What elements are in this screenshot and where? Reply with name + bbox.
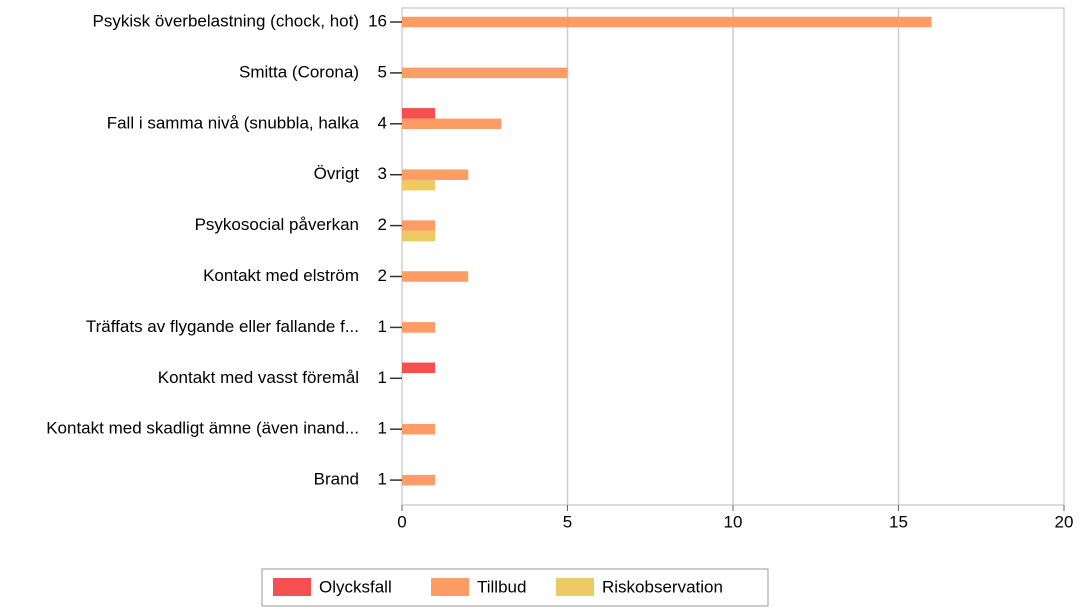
bar xyxy=(402,271,469,282)
y-tick-label: Övrigt xyxy=(314,164,360,183)
legend-swatch xyxy=(273,578,311,596)
total-label: 16 xyxy=(368,11,387,30)
bar xyxy=(402,108,436,119)
bar xyxy=(402,169,469,180)
bar xyxy=(402,16,932,28)
y-tick-label: Brand xyxy=(314,470,359,489)
total-label: 1 xyxy=(378,368,387,387)
bar xyxy=(402,362,436,374)
bar xyxy=(402,474,436,486)
total-label: 1 xyxy=(378,317,387,336)
total-label: 3 xyxy=(378,164,387,183)
legend-label: Riskobservation xyxy=(602,577,723,596)
x-tick-label: 0 xyxy=(397,512,406,531)
total-label: 2 xyxy=(378,215,387,234)
total-label: 1 xyxy=(378,470,387,489)
legend-label: Tillbud xyxy=(477,577,526,596)
bar xyxy=(402,322,436,333)
bar xyxy=(402,179,436,191)
y-tick-label: Smitta (Corona) xyxy=(239,62,359,81)
x-tick-label: 10 xyxy=(724,512,743,531)
x-tick-label: 15 xyxy=(889,512,908,531)
x-tick-label: 20 xyxy=(1055,512,1074,531)
bar xyxy=(402,67,568,79)
legend-swatch xyxy=(431,578,469,596)
y-tick-label: Fall i samma nivå (snubbla, halka xyxy=(107,113,360,132)
total-label: 4 xyxy=(378,113,387,132)
total-label: 1 xyxy=(378,419,387,438)
y-tick-label: Psykosocial påverkan xyxy=(195,215,359,234)
legend-label: Olycksfall xyxy=(319,577,392,596)
y-tick-label: Träffats av flygande eller fallande f... xyxy=(86,317,359,336)
bar xyxy=(402,220,436,231)
total-label: 2 xyxy=(378,266,387,285)
y-tick-label: Kontakt med vasst föremål xyxy=(158,368,359,387)
bar xyxy=(402,118,502,130)
y-tick-label: Kontakt med elström xyxy=(203,266,359,285)
y-tick-label: Psykisk överbelastning (chock, hot) xyxy=(93,11,359,30)
bar xyxy=(402,230,436,242)
legend-box xyxy=(261,568,769,607)
x-tick-label: 5 xyxy=(563,512,572,531)
total-label: 5 xyxy=(378,62,387,81)
bar xyxy=(402,423,436,435)
y-tick-label: Kontakt med skadligt ämne (även inand... xyxy=(46,419,359,438)
legend-swatch xyxy=(556,578,594,596)
